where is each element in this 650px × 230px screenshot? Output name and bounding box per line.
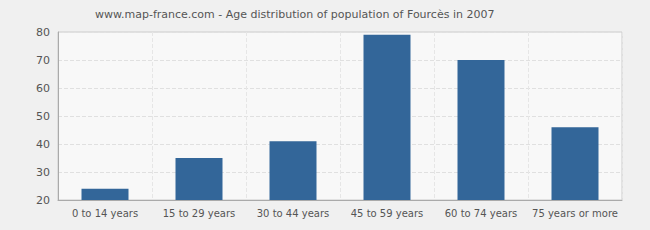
svg-text:0 to 14 years: 0 to 14 years [72,208,138,219]
svg-text:45 to 59 years: 45 to 59 years [351,208,424,219]
svg-text:www.map-france.com - Age distr: www.map-france.com - Age distribution of… [95,8,494,21]
svg-text:60: 60 [36,82,50,95]
svg-text:15 to 29 years: 15 to 29 years [163,208,236,219]
svg-text:50: 50 [36,110,50,123]
svg-text:60 to 74 years: 60 to 74 years [445,208,518,219]
svg-text:30: 30 [36,166,50,179]
svg-text:30 to 44 years: 30 to 44 years [257,208,330,219]
svg-text:40: 40 [36,138,50,151]
svg-text:75 years or more: 75 years or more [532,208,618,219]
svg-text:70: 70 [36,54,50,67]
svg-text:80: 80 [36,26,50,39]
svg-text:20: 20 [36,194,50,207]
